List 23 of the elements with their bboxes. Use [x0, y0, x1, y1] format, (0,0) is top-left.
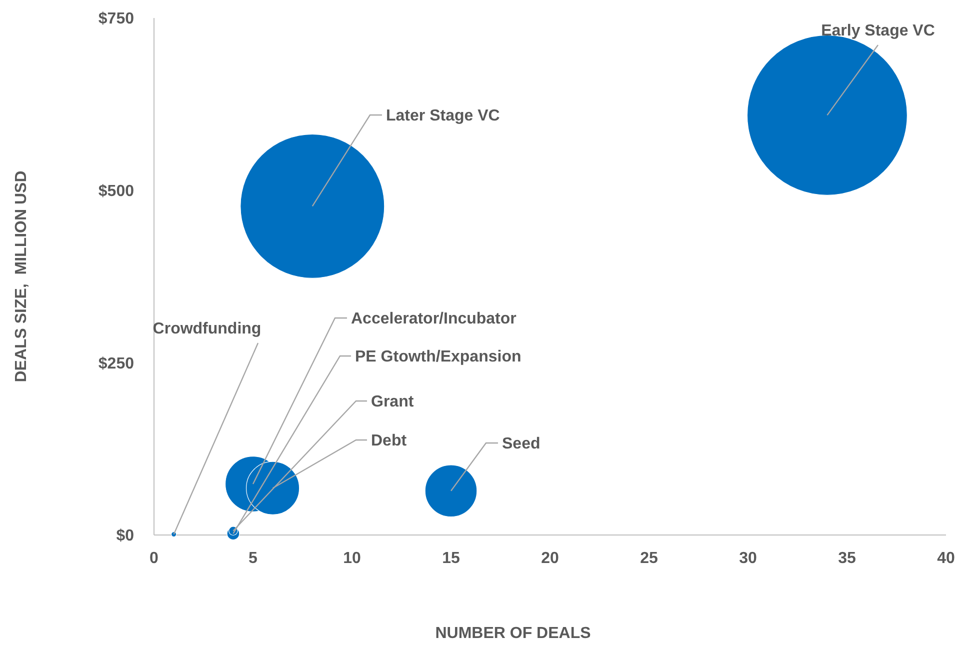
- annotation: Crowdfunding: [152, 320, 262, 338]
- x-tick-label: 35: [838, 550, 856, 567]
- annotation: Later Stage VC: [386, 108, 500, 125]
- y-tick-label: $250: [98, 355, 134, 372]
- annotation: Seed: [502, 436, 540, 453]
- annotation: Early Stage VC: [821, 22, 936, 40]
- y-axis-title: DEALS SIZE, MILLION USD: [13, 170, 30, 382]
- x-tick-label: 10: [343, 550, 361, 567]
- x-tick-label: 15: [442, 550, 460, 567]
- x-tick-label: 20: [541, 550, 559, 567]
- x-tick-label: 5: [248, 550, 258, 567]
- annotation: Accelerator/Incubator: [351, 310, 516, 328]
- y-tick-label: $500: [98, 182, 134, 200]
- y-tick-label: $0: [116, 528, 134, 545]
- annotation: Debt: [371, 432, 408, 450]
- x-tick-label: 40: [937, 550, 955, 567]
- annotation: Grant: [371, 394, 414, 411]
- x-tick-label: 0: [150, 550, 159, 567]
- x-tick-label: 25: [640, 550, 658, 567]
- x-tick-label: 30: [739, 550, 757, 567]
- annotation: PE Gtowth/Expansion: [355, 348, 522, 366]
- y-tick-label: $750: [98, 10, 134, 28]
- x-axis-title: NUMBER OF DEALS: [435, 625, 592, 642]
